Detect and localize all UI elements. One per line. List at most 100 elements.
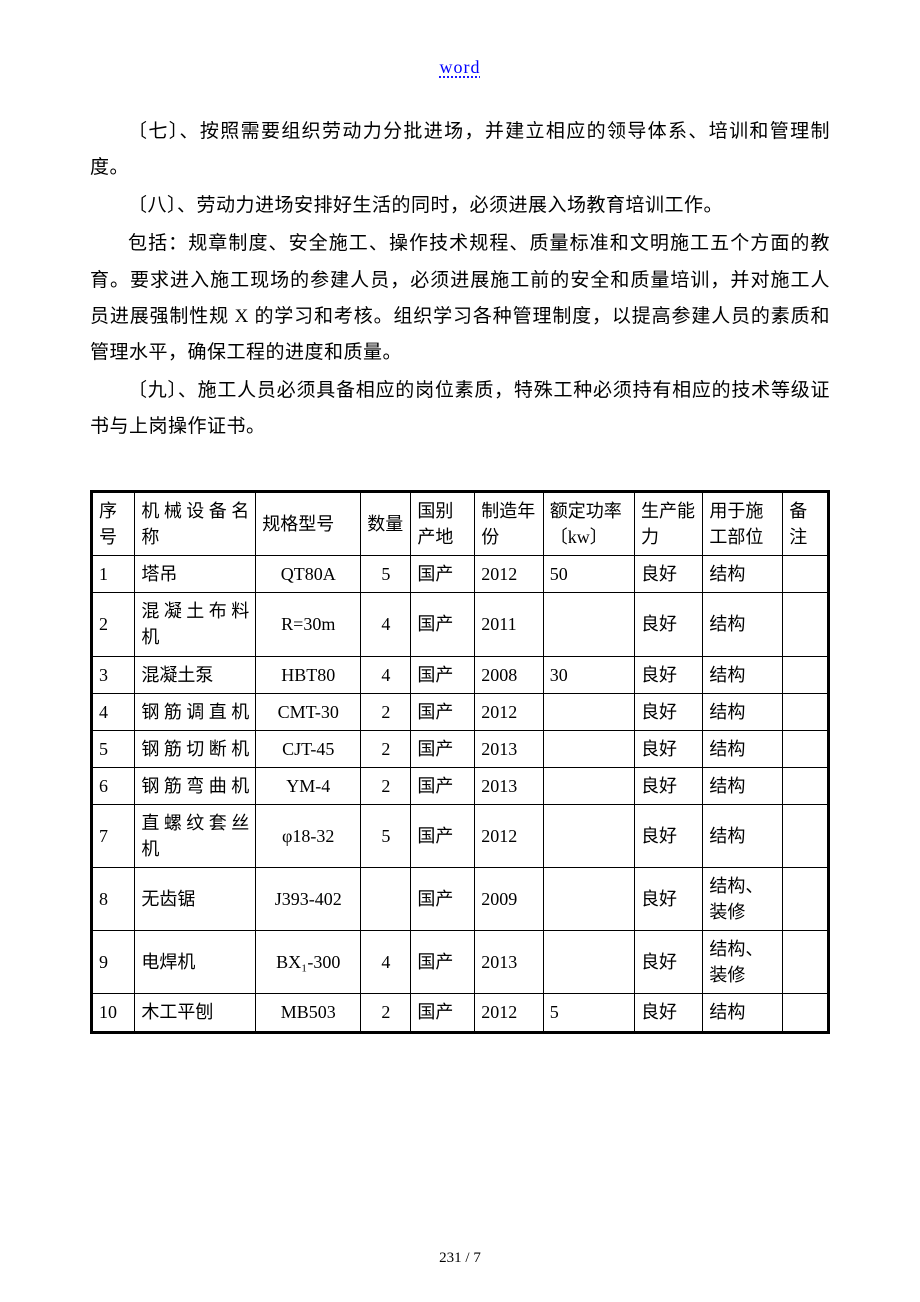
table-cell: 4 (361, 593, 411, 656)
table-header-row: 序号 机械设备名称 规格型号 数量 国别产地 制造年份 额定功率〔kw〕 生产能… (92, 492, 829, 556)
table-cell: 结构 (703, 656, 783, 693)
table-cell: 良好 (634, 804, 702, 867)
table-cell: 2009 (475, 868, 543, 931)
table-cell (783, 656, 829, 693)
paragraph-8-detail: 包括：规章制度、安全施工、操作技术规程、质量标准和文明施工五个方面的教育。要求进… (90, 226, 830, 370)
table-cell: 2013 (475, 767, 543, 804)
table-cell: 2 (92, 593, 135, 656)
table-cell: 木工平刨 (135, 994, 256, 1032)
col-header-power: 额定功率〔kw〕 (543, 492, 634, 556)
table-cell: 2012 (475, 994, 543, 1032)
table-cell: QT80A (256, 556, 361, 593)
table-cell: 2 (361, 994, 411, 1032)
table-cell (783, 931, 829, 994)
table-cell: 钢筋调直机 (135, 693, 256, 730)
table-cell: 2 (361, 767, 411, 804)
table-cell: 2012 (475, 804, 543, 867)
col-header-use: 用于施工部位 (703, 492, 783, 556)
table-cell: J393-402 (256, 868, 361, 931)
table-cell: 国产 (411, 804, 475, 867)
table-cell: 国产 (411, 730, 475, 767)
table-cell: 2 (361, 730, 411, 767)
table-cell: 2012 (475, 693, 543, 730)
table-cell: YM-4 (256, 767, 361, 804)
page-footer: 231 / 7 (0, 1244, 920, 1273)
table-cell (783, 994, 829, 1032)
table-cell (543, 868, 634, 931)
table-cell: BX₁-300 (256, 931, 361, 994)
table-cell: 结构 (703, 804, 783, 867)
table-cell: φ18-32 (256, 804, 361, 867)
col-header-origin: 国别产地 (411, 492, 475, 556)
table-cell: 50 (543, 556, 634, 593)
table-cell: 直螺纹套丝机 (135, 804, 256, 867)
table-cell: 2012 (475, 556, 543, 593)
table-cell: 8 (92, 868, 135, 931)
table-cell (543, 767, 634, 804)
table-cell: 国产 (411, 931, 475, 994)
table-cell (783, 593, 829, 656)
table-cell: 良好 (634, 931, 702, 994)
table-row: 7直螺纹套丝机φ18-325国产2012 良好结构 (92, 804, 829, 867)
table-cell: 良好 (634, 994, 702, 1032)
table-cell: 钢筋切断机 (135, 730, 256, 767)
table-cell: 良好 (634, 730, 702, 767)
table-cell: 9 (92, 931, 135, 994)
table-cell: 4 (92, 693, 135, 730)
table-cell: 1 (92, 556, 135, 593)
col-header-model: 规格型号 (256, 492, 361, 556)
table-cell: 良好 (634, 767, 702, 804)
table-cell (783, 730, 829, 767)
table-cell: R=30m (256, 593, 361, 656)
table-row: 8无齿锯J393-402国产2009良好结构、装修 (92, 868, 829, 931)
col-header-name: 机械设备名称 (135, 492, 256, 556)
table-cell: CMT-30 (256, 693, 361, 730)
table-cell: 无齿锯 (135, 868, 256, 931)
table-cell (543, 931, 634, 994)
table-cell: 7 (92, 804, 135, 867)
paragraph-8: 〔八〕、劳动力进场安排好生活的同时，必须进展入场教育培训工作。 (90, 188, 830, 224)
table-cell: 塔吊 (135, 556, 256, 593)
table-row: 9电焊机BX₁-3004国产2013良好结构、装修 (92, 931, 829, 994)
table-cell: 良好 (634, 593, 702, 656)
table-cell (783, 804, 829, 867)
table-cell: 5 (543, 994, 634, 1032)
table-cell: 电焊机 (135, 931, 256, 994)
table-cell: 结构、装修 (703, 931, 783, 994)
table-cell (783, 693, 829, 730)
table-cell: 国产 (411, 656, 475, 693)
table-cell: MB503 (256, 994, 361, 1032)
table-cell: 良好 (634, 693, 702, 730)
col-header-remark: 备注 (783, 492, 829, 556)
table-row: 2混凝土布料机R=30m4国产2011良好结构 (92, 593, 829, 656)
table-cell: 2 (361, 693, 411, 730)
table-cell: 5 (361, 556, 411, 593)
table-cell: HBT80 (256, 656, 361, 693)
table-cell: 国产 (411, 556, 475, 593)
table-cell: 结构 (703, 693, 783, 730)
table-row: 10木工平刨MB5032国产20125良好结构 (92, 994, 829, 1032)
table-cell: 结构 (703, 730, 783, 767)
table-cell: 国产 (411, 767, 475, 804)
table-cell (783, 556, 829, 593)
col-header-index: 序号 (92, 492, 135, 556)
table-cell: 2013 (475, 730, 543, 767)
table-cell: 钢筋弯曲机 (135, 767, 256, 804)
table-cell: 2013 (475, 931, 543, 994)
body-text: 〔七〕、按照需要组织劳动力分批进场，并建立相应的领导体系、培训和管理制度。 〔八… (90, 114, 830, 445)
table-cell: 6 (92, 767, 135, 804)
table-cell: 良好 (634, 656, 702, 693)
equipment-table-wrap: 序号 机械设备名称 规格型号 数量 国别产地 制造年份 额定功率〔kw〕 生产能… (90, 490, 830, 1034)
table-cell: 2008 (475, 656, 543, 693)
col-header-year: 制造年份 (475, 492, 543, 556)
table-cell (783, 868, 829, 931)
table-cell: 国产 (411, 868, 475, 931)
col-header-qty: 数量 (361, 492, 411, 556)
table-cell: 良好 (634, 868, 702, 931)
paragraph-7: 〔七〕、按照需要组织劳动力分批进场，并建立相应的领导体系、培训和管理制度。 (90, 114, 830, 186)
table-cell: 4 (361, 656, 411, 693)
table-cell: 结构 (703, 767, 783, 804)
table-cell: 混凝土布料机 (135, 593, 256, 656)
header-word-link[interactable]: word (90, 50, 830, 84)
table-cell: 5 (361, 804, 411, 867)
